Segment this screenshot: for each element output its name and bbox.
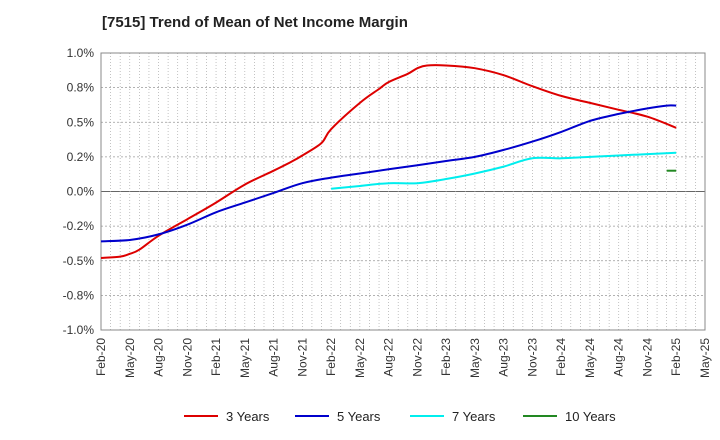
x-tick-label: Nov-20	[180, 338, 194, 377]
chart-title: [7515] Trend of Mean of Net Income Margi…	[102, 14, 408, 31]
x-tick-label: May-22	[353, 338, 367, 378]
legend-item-5-years: 5 Years	[295, 406, 380, 426]
series-line-3-years	[100, 64, 677, 259]
axes	[100, 52, 706, 331]
y-tick-label: -0.8%	[63, 288, 95, 302]
x-tick-label: Feb-20	[94, 338, 108, 376]
legend-swatch-3-years	[184, 415, 218, 417]
legend-label-5-years: 5 Years	[337, 408, 381, 424]
x-tick-label: May-21	[238, 338, 252, 378]
x-tick-label: May-20	[123, 338, 137, 378]
x-tick-label: May-25	[698, 338, 712, 378]
x-tick-label: Aug-20	[152, 338, 166, 377]
y-tick-label: -0.5%	[63, 254, 95, 268]
y-tick-label: -1.0%	[63, 323, 95, 337]
x-tick-label: Nov-21	[295, 338, 309, 377]
series-lines	[100, 64, 677, 259]
x-tick-label: Aug-23	[497, 338, 511, 377]
grid-lines	[101, 53, 705, 330]
legend-swatch-7-years	[410, 415, 444, 417]
x-tick-label: Nov-22	[410, 338, 424, 377]
x-tick-labels: Feb-20 May-20 Aug-20 Nov-20 Feb-21 May-21 Aug-…	[94, 338, 712, 378]
y-tick-labels: 1.0% 0.8% 0.5% 0.2% 0.0% -0.2% -0.5% -0.8% -1.0%	[63, 46, 95, 337]
legend-item-10-years: 10 Years	[523, 406, 616, 426]
y-tick-label: 0.2%	[67, 150, 95, 164]
chart-legend: 3 Years 5 Years 7 Years 10 Years	[0, 406, 720, 426]
x-tick-label: Aug-24	[612, 338, 626, 377]
y-tick-label: 0.8%	[67, 81, 95, 95]
y-tick-label: 0.0%	[67, 185, 95, 199]
x-tick-label: May-23	[468, 338, 482, 378]
legend-label-7-years: 7 Years	[452, 408, 496, 424]
x-tick-label: May-24	[583, 338, 597, 378]
series-line-5-years	[100, 104, 677, 243]
legend-item-3-years: 3 Years	[184, 406, 269, 426]
x-tick-label: Nov-24	[640, 338, 654, 377]
legend-label-3-years: 3 Years	[226, 408, 270, 424]
plot-area-frame	[100, 52, 706, 331]
legend-swatch-5-years	[295, 415, 329, 417]
x-tick-label: Feb-22	[324, 338, 338, 376]
x-tick-label: Feb-21	[209, 338, 223, 376]
x-tick-label: Feb-23	[439, 338, 453, 376]
y-tick-label: 0.5%	[67, 115, 95, 129]
legend-item-7-years: 7 Years	[410, 406, 495, 426]
x-tick-label: Feb-25	[669, 338, 683, 376]
y-tick-label: -0.2%	[63, 219, 95, 233]
legend-label-10-years: 10 Years	[565, 408, 616, 424]
x-tick-label: Nov-23	[525, 338, 539, 377]
x-tick-label: Aug-22	[382, 338, 396, 377]
x-tick-label: Feb-24	[554, 338, 568, 376]
y-tick-label: 1.0%	[67, 46, 95, 60]
legend-swatch-10-years	[523, 415, 557, 417]
x-tick-label: Aug-21	[267, 338, 281, 377]
series-line-7-years	[331, 151, 677, 190]
